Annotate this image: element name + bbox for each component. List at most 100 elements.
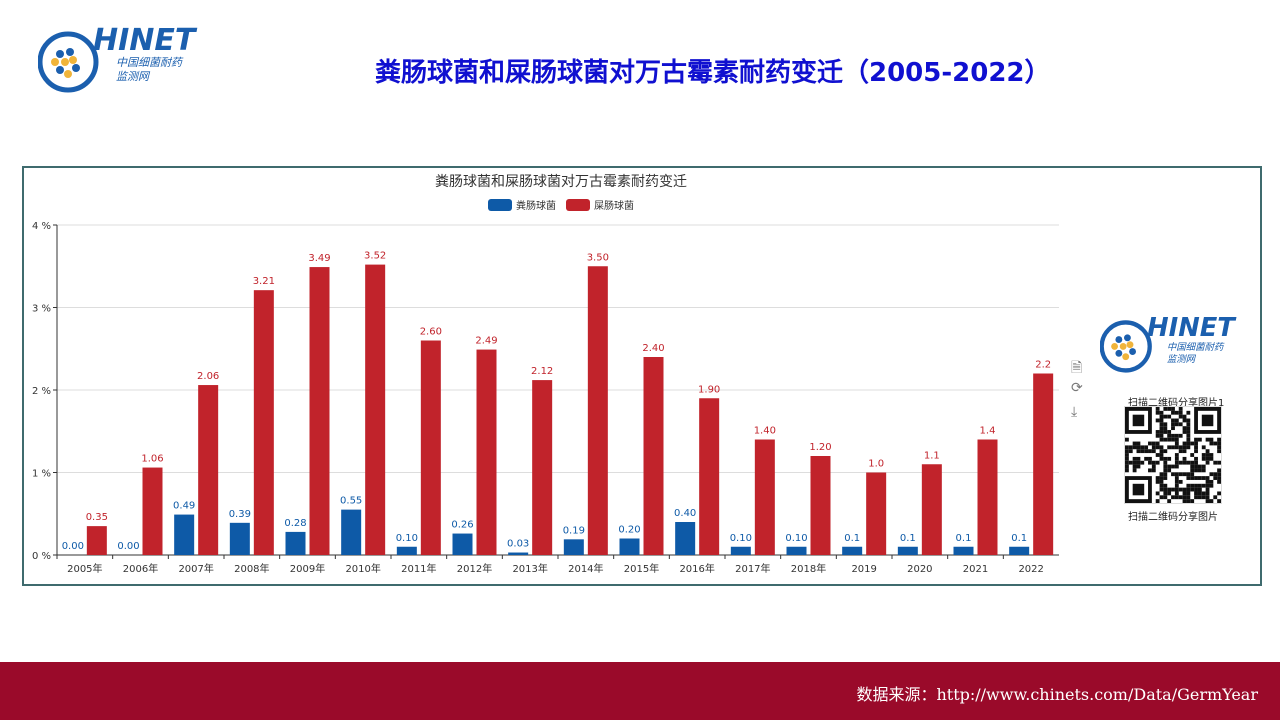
legend-faecium[interactable]: 屎肠球菌 [566,199,634,212]
svg-text:粪肠球菌: 粪肠球菌 [516,199,556,212]
chart-panel [22,166,1262,586]
bar-faecium [532,380,553,555]
x-tick-label: 2008年 [234,562,269,575]
qr-title: 扫描二维码分享图片1 [1128,398,1225,409]
x-tick-label: 2020 [907,564,932,575]
svg-text:监测网: 监测网 [116,70,151,83]
y-tick-label: 1 % [32,469,51,480]
x-tick-label: 2018年 [791,562,826,575]
data-label: 1.20 [809,442,831,453]
data-label: 0.10 [396,533,418,544]
bar-faecalis [396,546,417,555]
bar-faecalis [341,509,362,555]
chart-title: 粪肠球菌和屎肠球菌对万古霉素耐药变迁 [435,174,687,190]
data-label: 2.06 [197,371,219,382]
bar-faecium [476,349,497,555]
data-label: 0.1 [900,533,916,544]
data-label: 0.1 [956,533,972,544]
data-label: 3.50 [587,252,609,263]
chinet-logo: HINET 中国细菌耐药 监测网 [38,23,198,93]
svg-text:中国细菌耐药: 中国细菌耐药 [116,56,184,69]
data-label: 0.55 [340,496,362,507]
x-tick-label: 2013年 [512,562,547,575]
data-label: 1.90 [698,384,720,395]
bar-faecium [198,385,219,555]
bar-faecium [754,439,775,555]
data-label: 2.60 [420,327,442,338]
data-label: 0.35 [86,512,108,523]
data-label: 0.28 [284,518,306,529]
bar-faecalis [730,546,751,555]
data-label: 1.1 [924,450,940,461]
x-tick-label: 2017年 [735,562,770,575]
data-label: 3.52 [364,251,386,262]
restore-icon[interactable]: ⟳ [1071,380,1083,396]
bar-faecalis [508,552,529,555]
svg-text:屎肠球菌: 屎肠球菌 [594,199,634,212]
bar-faecalis [174,514,195,555]
bar-faecalis [786,546,807,555]
data-source: 数据来源：http://www.chinets.com/Data/GermYea… [856,685,1258,704]
bar-faecium [921,464,942,555]
bar-faecium [643,357,664,555]
bar-faecalis [842,546,863,555]
x-tick-label: 2005年 [67,562,102,575]
x-tick-label: 2014年 [568,562,603,575]
data-label: 0.10 [785,533,807,544]
legend-faecalis[interactable]: 粪肠球菌 [488,199,556,212]
bar-faecium [142,467,163,555]
x-tick-label: 2007年 [178,562,213,575]
svg-text:中国细菌耐药: 中国细菌耐药 [1167,342,1225,353]
x-tick-label: 2006年 [123,562,158,575]
bar-faecalis [229,522,250,555]
data-label: 2.49 [475,336,497,347]
x-tick-label: 2022 [1018,564,1043,575]
bar-faecium [977,439,998,555]
data-label: 0.40 [674,508,696,519]
x-tick-label: 2012年 [457,562,492,575]
svg-text:HINET: HINET [93,23,198,58]
data-label: 1.0 [868,459,884,470]
bar-faecium [866,472,887,555]
x-tick-label: 2011年 [401,562,436,575]
bar-faecium [810,456,831,555]
bar-faecium [86,526,107,555]
data-label: 0.20 [618,525,640,536]
download-icon[interactable]: ⤓ [1071,404,1078,420]
data-label: 0.19 [563,525,585,536]
y-tick-label: 2 % [32,386,51,397]
qr-caption: 扫描二维码分享图片 [1128,512,1218,523]
data-label: 0.03 [507,539,529,550]
bar-faecalis [897,546,918,555]
data-label: 0.26 [451,520,473,531]
data-label: 3.49 [308,253,330,264]
data-label: 2.12 [531,366,553,377]
bar-faecalis [285,531,306,555]
data-label: 3.21 [253,276,275,287]
data-label: 0.49 [173,501,195,512]
bar-faecalis [1009,546,1030,555]
bar-faecalis [953,546,974,555]
svg-text:监测网: 监测网 [1167,354,1197,365]
bar-faecium [420,340,441,555]
data-label: 0.39 [229,509,251,520]
data-label: 1.06 [141,454,163,465]
data-label: 0.00 [62,541,84,552]
bar-faecium [309,267,330,555]
bar-faecium [699,398,720,555]
bar-faecium [365,264,386,555]
x-tick-label: 2016年 [679,562,714,575]
x-tick-label: 2021 [963,564,988,575]
bar-faecalis [619,538,640,555]
bar-faecium [1033,373,1054,555]
svg-text:HINET: HINET [1147,313,1237,343]
data-label: 2.2 [1035,360,1051,371]
data-label: 2.40 [642,343,664,354]
data-label: 0.1 [1011,533,1027,544]
y-tick-label: 0 % [32,551,51,562]
data-label: 0.00 [117,541,139,552]
x-tick-label: 2009年 [290,562,325,575]
x-tick-label: 2015年 [624,562,659,575]
bar-faecium [587,266,608,555]
data-view-icon[interactable]: 🗎 [1071,360,1083,376]
